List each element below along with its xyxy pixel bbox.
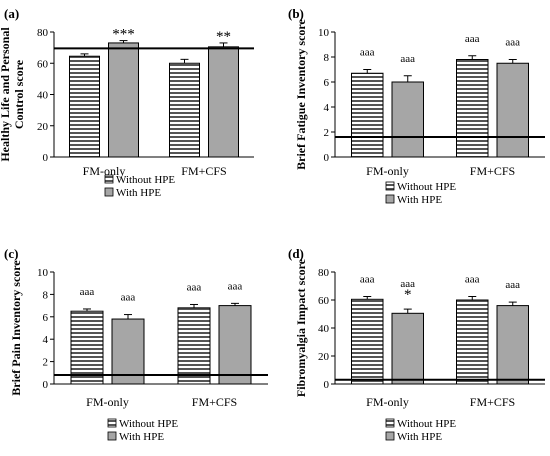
- x-category-label: FM-only: [83, 164, 126, 178]
- legend-label: Without HPE: [116, 174, 175, 186]
- y-tick-label: 80: [318, 267, 330, 279]
- y-tick-label: 40: [37, 90, 49, 102]
- bar-without-hpe-fm-cfs: [177, 307, 211, 385]
- y-tick-label: 10: [37, 267, 49, 279]
- bar-with-hpe-fm-cfs: [208, 46, 239, 158]
- bar-without-hpe-fm-cfs: [169, 62, 200, 158]
- x-category-label: FM+CFS: [470, 395, 515, 409]
- significance-annotation: ***: [112, 27, 135, 43]
- x-category-label: FM+CFS: [470, 164, 515, 178]
- y-axis-title: Brief Pain Inventory score: [9, 260, 23, 396]
- y-tick-label: 20: [37, 121, 49, 133]
- legend-swatch: [385, 418, 395, 428]
- y-tick-label: 8: [43, 289, 49, 301]
- y-tick-label: 2: [43, 357, 49, 369]
- significance-annotation: aaa: [505, 37, 520, 49]
- bar-without-hpe-fm-only: [69, 55, 100, 158]
- legend-label: Without HPE: [397, 181, 456, 193]
- legend-label: Without HPE: [397, 418, 456, 430]
- y-tick-label: 20: [318, 351, 330, 363]
- bar-with-hpe-fm-only: [108, 42, 139, 158]
- y-tick-label: 60: [318, 295, 330, 307]
- x-category-label: FM-only: [366, 164, 409, 178]
- y-tick-label: 0: [43, 379, 49, 391]
- bar-with-hpe-fm-only: [111, 318, 145, 385]
- bar-with-hpe-fm-cfs: [496, 62, 529, 158]
- significance-annotation: aaa *: [400, 278, 415, 303]
- y-tick-label: 80: [37, 27, 49, 39]
- chart-panel-3: (c)Brief Pain Inventory score 0 2 4 6 8 10 aaa a…: [4, 246, 268, 443]
- significance-annotation: aaa: [228, 280, 243, 292]
- significance-annotation: aaa: [465, 33, 480, 45]
- panel-label: (d): [288, 246, 304, 261]
- legend-swatch: [385, 194, 395, 204]
- legend-label: With HPE: [397, 194, 442, 206]
- y-tick-label: 8: [324, 52, 330, 64]
- y-axis-title: Brief Fatigue Inventory score: [294, 18, 308, 169]
- y-tick-label: 0: [324, 152, 330, 164]
- chart-panel-2: (b)Brief Fatigue Inventory score 0 2 4 6 8 10 a…: [288, 6, 545, 206]
- legend-swatch: [385, 431, 395, 441]
- panel-label: (c): [4, 246, 18, 261]
- legend-swatch: [385, 181, 395, 191]
- bar-without-hpe-fm-only: [351, 298, 384, 385]
- bar-with-hpe-fm-cfs: [496, 305, 529, 385]
- bar-with-hpe-fm-cfs: [218, 305, 252, 385]
- legend-label: Without HPE: [119, 418, 178, 430]
- y-axis-title: Healthy Life and Personal: [0, 27, 12, 162]
- significance-annotation: aaa: [360, 274, 375, 286]
- x-category-label: FM-only: [366, 395, 409, 409]
- panel-label: (b): [288, 6, 304, 21]
- bar-with-hpe-fm-only: [391, 312, 424, 385]
- y-axis-title: Control score: [12, 59, 26, 129]
- x-category-label: FM-only: [86, 395, 129, 409]
- significance-annotation: aaa: [400, 53, 415, 65]
- legend-swatch: [104, 187, 114, 197]
- significance-annotation: aaa: [465, 274, 480, 286]
- y-tick-label: 0: [43, 152, 49, 164]
- significance-annotation: aaa: [187, 281, 202, 293]
- y-tick-label: 4: [324, 102, 330, 114]
- y-tick-label: 2: [324, 127, 330, 139]
- significance-annotation: aaa: [80, 286, 95, 298]
- bar-without-hpe-fm-only: [70, 310, 104, 385]
- legend-swatch: [104, 174, 114, 184]
- y-tick-label: 6: [43, 312, 49, 324]
- y-tick-label: 60: [37, 58, 49, 70]
- chart-panel-4: (d)Fibromyalgia Impact score 0 20 40 60 80 aaa…: [288, 246, 545, 443]
- y-tick-label: 6: [324, 77, 330, 89]
- x-category-label: FM+CFS: [181, 164, 226, 178]
- legend-label: With HPE: [397, 431, 442, 443]
- significance-annotation: aaa: [505, 279, 520, 291]
- y-tick-label: 0: [324, 379, 330, 391]
- bar-with-hpe-fm-only: [391, 81, 424, 158]
- x-category-label: FM+CFS: [192, 395, 237, 409]
- legend-label: With HPE: [119, 431, 164, 443]
- significance-annotation: **: [216, 29, 231, 45]
- bar-without-hpe-fm-only: [351, 72, 384, 158]
- y-tick-label: 4: [43, 334, 49, 346]
- y-axis-title: Fibromyalgia Impact score: [294, 258, 308, 397]
- legend-swatch: [107, 431, 117, 441]
- bar-without-hpe-fm-cfs: [456, 59, 489, 158]
- y-tick-label: 40: [318, 323, 330, 335]
- y-tick-label: 10: [318, 27, 330, 39]
- legend-label: With HPE: [116, 187, 161, 199]
- significance-annotation: aaa: [360, 47, 375, 59]
- panel-label: (a): [4, 6, 19, 21]
- legend-swatch: [107, 418, 117, 428]
- bar-without-hpe-fm-cfs: [456, 299, 489, 385]
- significance-annotation: aaa: [121, 292, 136, 304]
